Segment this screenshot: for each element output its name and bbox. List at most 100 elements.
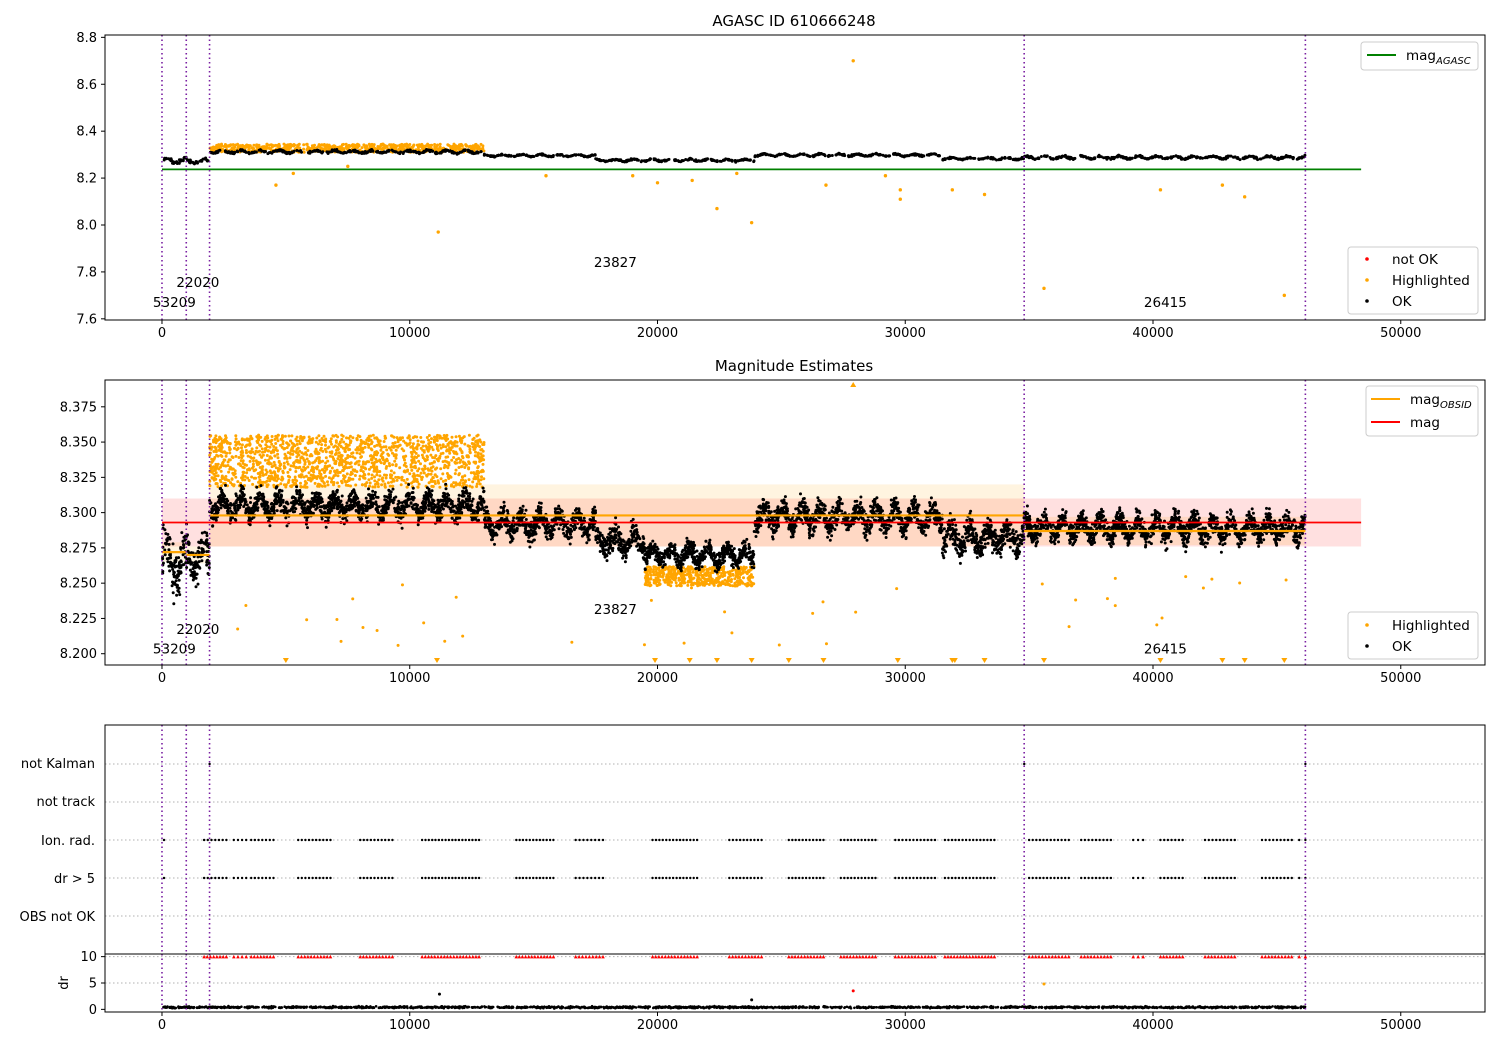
highlighted-point bbox=[224, 454, 228, 458]
data-point bbox=[196, 582, 200, 586]
highlighted-point bbox=[269, 471, 273, 475]
data-point bbox=[262, 150, 266, 154]
highlighted-point bbox=[219, 144, 223, 148]
highlighted-point bbox=[690, 567, 694, 571]
highlighted-point bbox=[337, 451, 341, 455]
data-point bbox=[169, 560, 172, 564]
highlighted-point bbox=[415, 447, 419, 451]
highlighted-point bbox=[439, 477, 443, 481]
highlighted-point bbox=[373, 479, 377, 483]
data-point bbox=[1060, 154, 1064, 158]
data-point bbox=[448, 149, 452, 153]
highlighted-point bbox=[383, 144, 387, 147]
highlighted-point bbox=[378, 474, 382, 478]
highlighted-point bbox=[373, 475, 376, 479]
highlighted-point bbox=[264, 147, 267, 151]
data-point bbox=[594, 157, 598, 161]
highlighted-point bbox=[276, 452, 280, 456]
highlighted-point bbox=[233, 145, 237, 149]
highlighted-point bbox=[472, 148, 476, 152]
highlighted-point bbox=[265, 470, 269, 474]
highlighted-point bbox=[433, 147, 437, 151]
highlighted-point bbox=[463, 466, 467, 469]
highlighted-point bbox=[306, 441, 310, 445]
highlighted-point bbox=[260, 439, 264, 443]
data-point bbox=[1039, 155, 1043, 158]
highlighted-point bbox=[438, 142, 442, 146]
highlighted-point bbox=[370, 476, 374, 480]
highlighted-point bbox=[377, 442, 381, 446]
highlighted-point bbox=[316, 145, 320, 149]
data-point bbox=[229, 151, 233, 155]
highlighted-point bbox=[358, 435, 362, 439]
data-point bbox=[479, 150, 483, 154]
highlighted-point bbox=[316, 465, 320, 469]
highlighted-point bbox=[734, 583, 738, 587]
data-point bbox=[200, 559, 204, 563]
highlighted-point bbox=[405, 485, 409, 489]
highlighted-point bbox=[394, 448, 398, 452]
highlighted-point bbox=[669, 570, 673, 574]
data-point bbox=[830, 154, 834, 157]
highlighted-point bbox=[982, 192, 987, 197]
highlighted-point bbox=[750, 575, 754, 578]
panel2-data bbox=[161, 380, 1362, 665]
highlighted-point bbox=[277, 468, 281, 472]
highlighted-point bbox=[273, 437, 277, 441]
data-point bbox=[687, 157, 691, 161]
highlighted-point bbox=[479, 452, 483, 456]
highlighted-point bbox=[321, 143, 325, 147]
legend-label: not OK bbox=[1392, 252, 1439, 268]
highlighted-point bbox=[213, 145, 217, 149]
data-point bbox=[551, 154, 555, 157]
highlighted-point bbox=[301, 469, 305, 473]
highlighted-point bbox=[258, 466, 262, 469]
highlighted-point bbox=[334, 473, 338, 477]
annotation-label: 26415 bbox=[1144, 295, 1187, 311]
highlighted-point bbox=[398, 466, 402, 470]
highlighted-point bbox=[273, 454, 277, 458]
highlighted-point bbox=[459, 144, 463, 148]
highlighted-point bbox=[738, 582, 742, 586]
highlighted-point bbox=[270, 435, 274, 438]
data-point bbox=[167, 556, 171, 560]
highlighted-point bbox=[269, 451, 273, 455]
highlighted-point bbox=[631, 174, 635, 178]
highlighted-point bbox=[272, 483, 276, 487]
data-point bbox=[560, 153, 564, 157]
highlighted-point bbox=[298, 146, 302, 150]
highlighted-point bbox=[678, 584, 682, 588]
highlighted-point bbox=[363, 466, 367, 470]
highlighted-point bbox=[389, 143, 393, 147]
data-point bbox=[1190, 155, 1194, 158]
data-point bbox=[991, 157, 995, 161]
data-point bbox=[182, 155, 186, 159]
highlighted-point bbox=[298, 442, 302, 446]
highlighted-point bbox=[354, 145, 358, 149]
highlighted-point bbox=[231, 143, 235, 147]
highlighted-point bbox=[258, 435, 262, 439]
highlighted-point bbox=[412, 472, 416, 476]
highlighted-point bbox=[479, 147, 483, 151]
highlighted-point bbox=[481, 144, 485, 148]
highlighted-point bbox=[291, 464, 295, 468]
highlighted-point bbox=[399, 483, 403, 487]
highlighted-point bbox=[410, 455, 414, 459]
data-point bbox=[896, 153, 900, 156]
highlighted-point bbox=[223, 143, 227, 146]
data-point bbox=[764, 153, 768, 157]
highlighted-point bbox=[453, 440, 457, 443]
highlighted-point bbox=[420, 453, 424, 457]
data-point bbox=[726, 158, 730, 161]
highlighted-point bbox=[333, 453, 337, 456]
highlighted-point bbox=[222, 440, 226, 444]
highlighted-point bbox=[1220, 183, 1225, 187]
highlighted-point bbox=[392, 435, 396, 439]
highlighted-point bbox=[283, 146, 287, 150]
highlighted-point bbox=[363, 476, 367, 480]
highlighted-point bbox=[308, 462, 311, 466]
highlighted-point bbox=[238, 442, 242, 446]
highlighted-point bbox=[425, 436, 429, 439]
highlighted-point bbox=[668, 565, 671, 569]
highlighted-point bbox=[306, 145, 310, 149]
